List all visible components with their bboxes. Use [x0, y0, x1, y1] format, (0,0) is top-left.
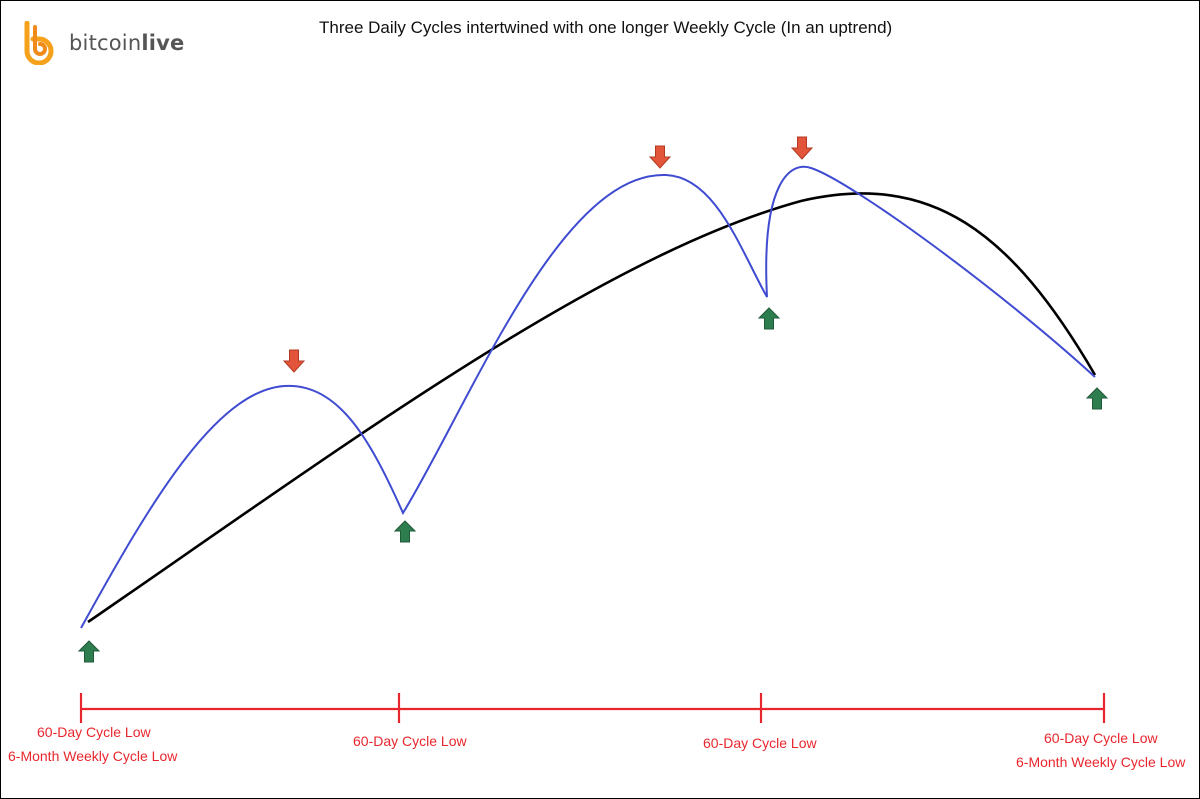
timeline-label-4-line1: 60-Day Cycle Low [1044, 730, 1158, 746]
logo-text-bold: live [141, 31, 185, 55]
timeline-axis [79, 693, 1106, 723]
up-arrow-icon [1085, 387, 1109, 410]
logo-wordmark: bitcoinlive [69, 31, 184, 55]
weekly-cycle-curve [87, 192, 1097, 624]
bitcoinlive-logo-icon [24, 21, 54, 65]
daily-cycle-curve [80, 165, 1096, 629]
up-arrow-icon [393, 520, 417, 543]
down-arrow-icon [282, 349, 306, 373]
timeline-label-1-line2: 6-Month Weekly Cycle Low [8, 748, 178, 764]
down-arrow-icon [790, 136, 814, 160]
timeline-label-1-line1: 60-Day Cycle Low [37, 724, 151, 740]
logo-text-regular: bitcoin [69, 31, 142, 55]
timeline-label-4-line2: 6-Month Weekly Cycle Low [1016, 754, 1186, 770]
up-arrow-icon [77, 640, 101, 663]
diagram-title: Three Daily Cycles intertwined with one … [319, 18, 893, 37]
logo: bitcoinlive [21, 21, 184, 65]
up-arrow-icon [757, 307, 781, 330]
down-arrow-icon [648, 145, 672, 169]
timeline-label-3: 60-Day Cycle Low [703, 735, 817, 751]
timeline-label-2: 60-Day Cycle Low [353, 733, 467, 749]
